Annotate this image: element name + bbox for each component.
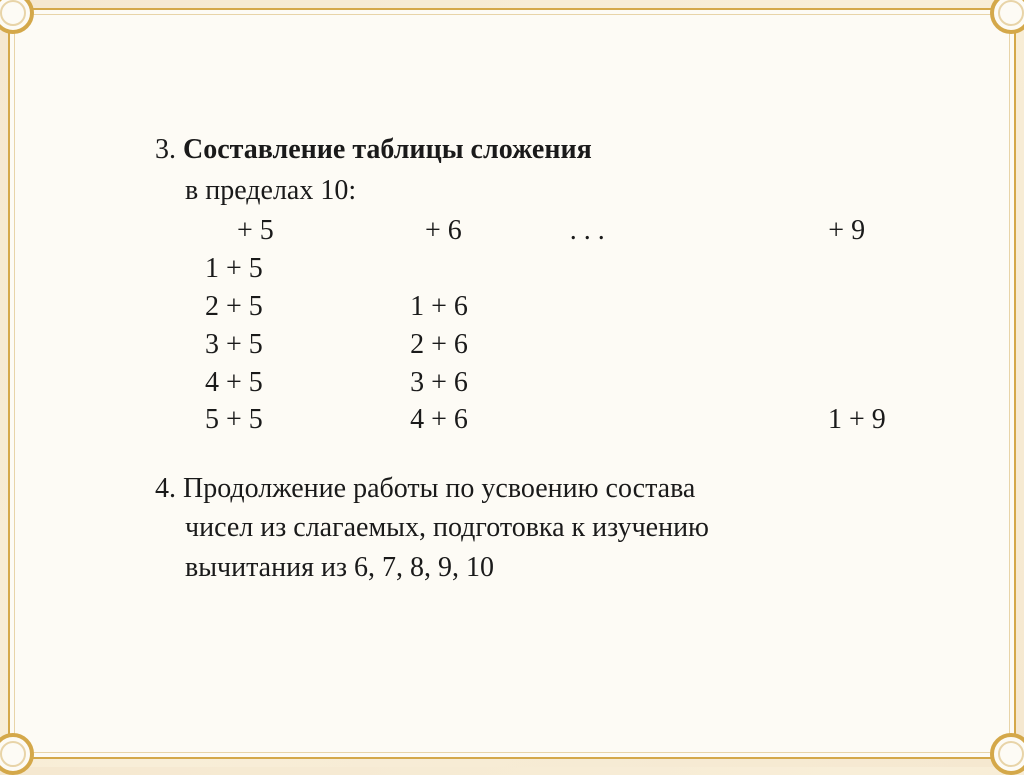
cell: 2 + 5 bbox=[185, 288, 396, 326]
cell bbox=[569, 326, 798, 364]
list-item-3: 3. Составление таблицы сложения bbox=[155, 130, 914, 169]
cell: 4 + 6 bbox=[396, 401, 569, 439]
item4-line2: чисел из слагаемых, подготовка к изучени… bbox=[185, 508, 914, 547]
cell: 2 + 6 bbox=[396, 326, 569, 364]
cell: 3 + 5 bbox=[185, 326, 396, 364]
item4-line3: вычитания из 6, 7, 8, 9, 10 bbox=[185, 548, 914, 587]
table-row: 2 + 5 1 + 6 bbox=[185, 288, 914, 326]
corner-ornament-bl bbox=[0, 733, 34, 775]
table-header-row: + 5 + 6 . . . + 9 bbox=[185, 212, 914, 250]
cell bbox=[569, 250, 798, 288]
cell bbox=[798, 364, 914, 402]
cell: 1 + 9 bbox=[798, 401, 914, 439]
header-col3: . . . bbox=[570, 212, 799, 250]
item3-title: Составление таблицы сложения bbox=[183, 134, 592, 165]
header-col4: + 9 bbox=[798, 212, 914, 250]
table-row: 4 + 5 3 + 6 bbox=[185, 364, 914, 402]
table-row: 3 + 5 2 + 6 bbox=[185, 326, 914, 364]
item4-number: 4. bbox=[155, 473, 176, 504]
cell bbox=[798, 250, 914, 288]
slide-frame: 3. Составление таблицы сложения в предел… bbox=[8, 8, 1016, 759]
cell bbox=[396, 250, 569, 288]
cell bbox=[569, 401, 798, 439]
item3-subtitle: в пределах 10: bbox=[185, 171, 914, 210]
cell bbox=[798, 326, 914, 364]
cell: 1 + 6 bbox=[396, 288, 569, 326]
corner-ornament-br bbox=[990, 733, 1024, 775]
header-col2: + 6 bbox=[397, 212, 570, 250]
addition-table: + 5 + 6 . . . + 9 1 + 5 2 + 5 1 + 6 3 + … bbox=[185, 212, 914, 439]
cell: 1 + 5 bbox=[185, 250, 396, 288]
slide-content: 3. Составление таблицы сложения в предел… bbox=[155, 130, 914, 587]
cell bbox=[798, 288, 914, 326]
item4-line1: Продолжение работы по усвоению состава bbox=[183, 473, 695, 504]
header-col1: + 5 bbox=[185, 212, 397, 250]
cell: 5 + 5 bbox=[185, 401, 396, 439]
item3-number: 3. bbox=[155, 134, 176, 165]
table-row: 5 + 5 4 + 6 1 + 9 bbox=[185, 401, 914, 439]
cell bbox=[569, 364, 798, 402]
cell bbox=[569, 288, 798, 326]
table-row: 1 + 5 bbox=[185, 250, 914, 288]
list-item-4: 4. Продолжение работы по усвоению состав… bbox=[155, 469, 914, 508]
cell: 3 + 6 bbox=[396, 364, 569, 402]
cell: 4 + 5 bbox=[185, 364, 396, 402]
